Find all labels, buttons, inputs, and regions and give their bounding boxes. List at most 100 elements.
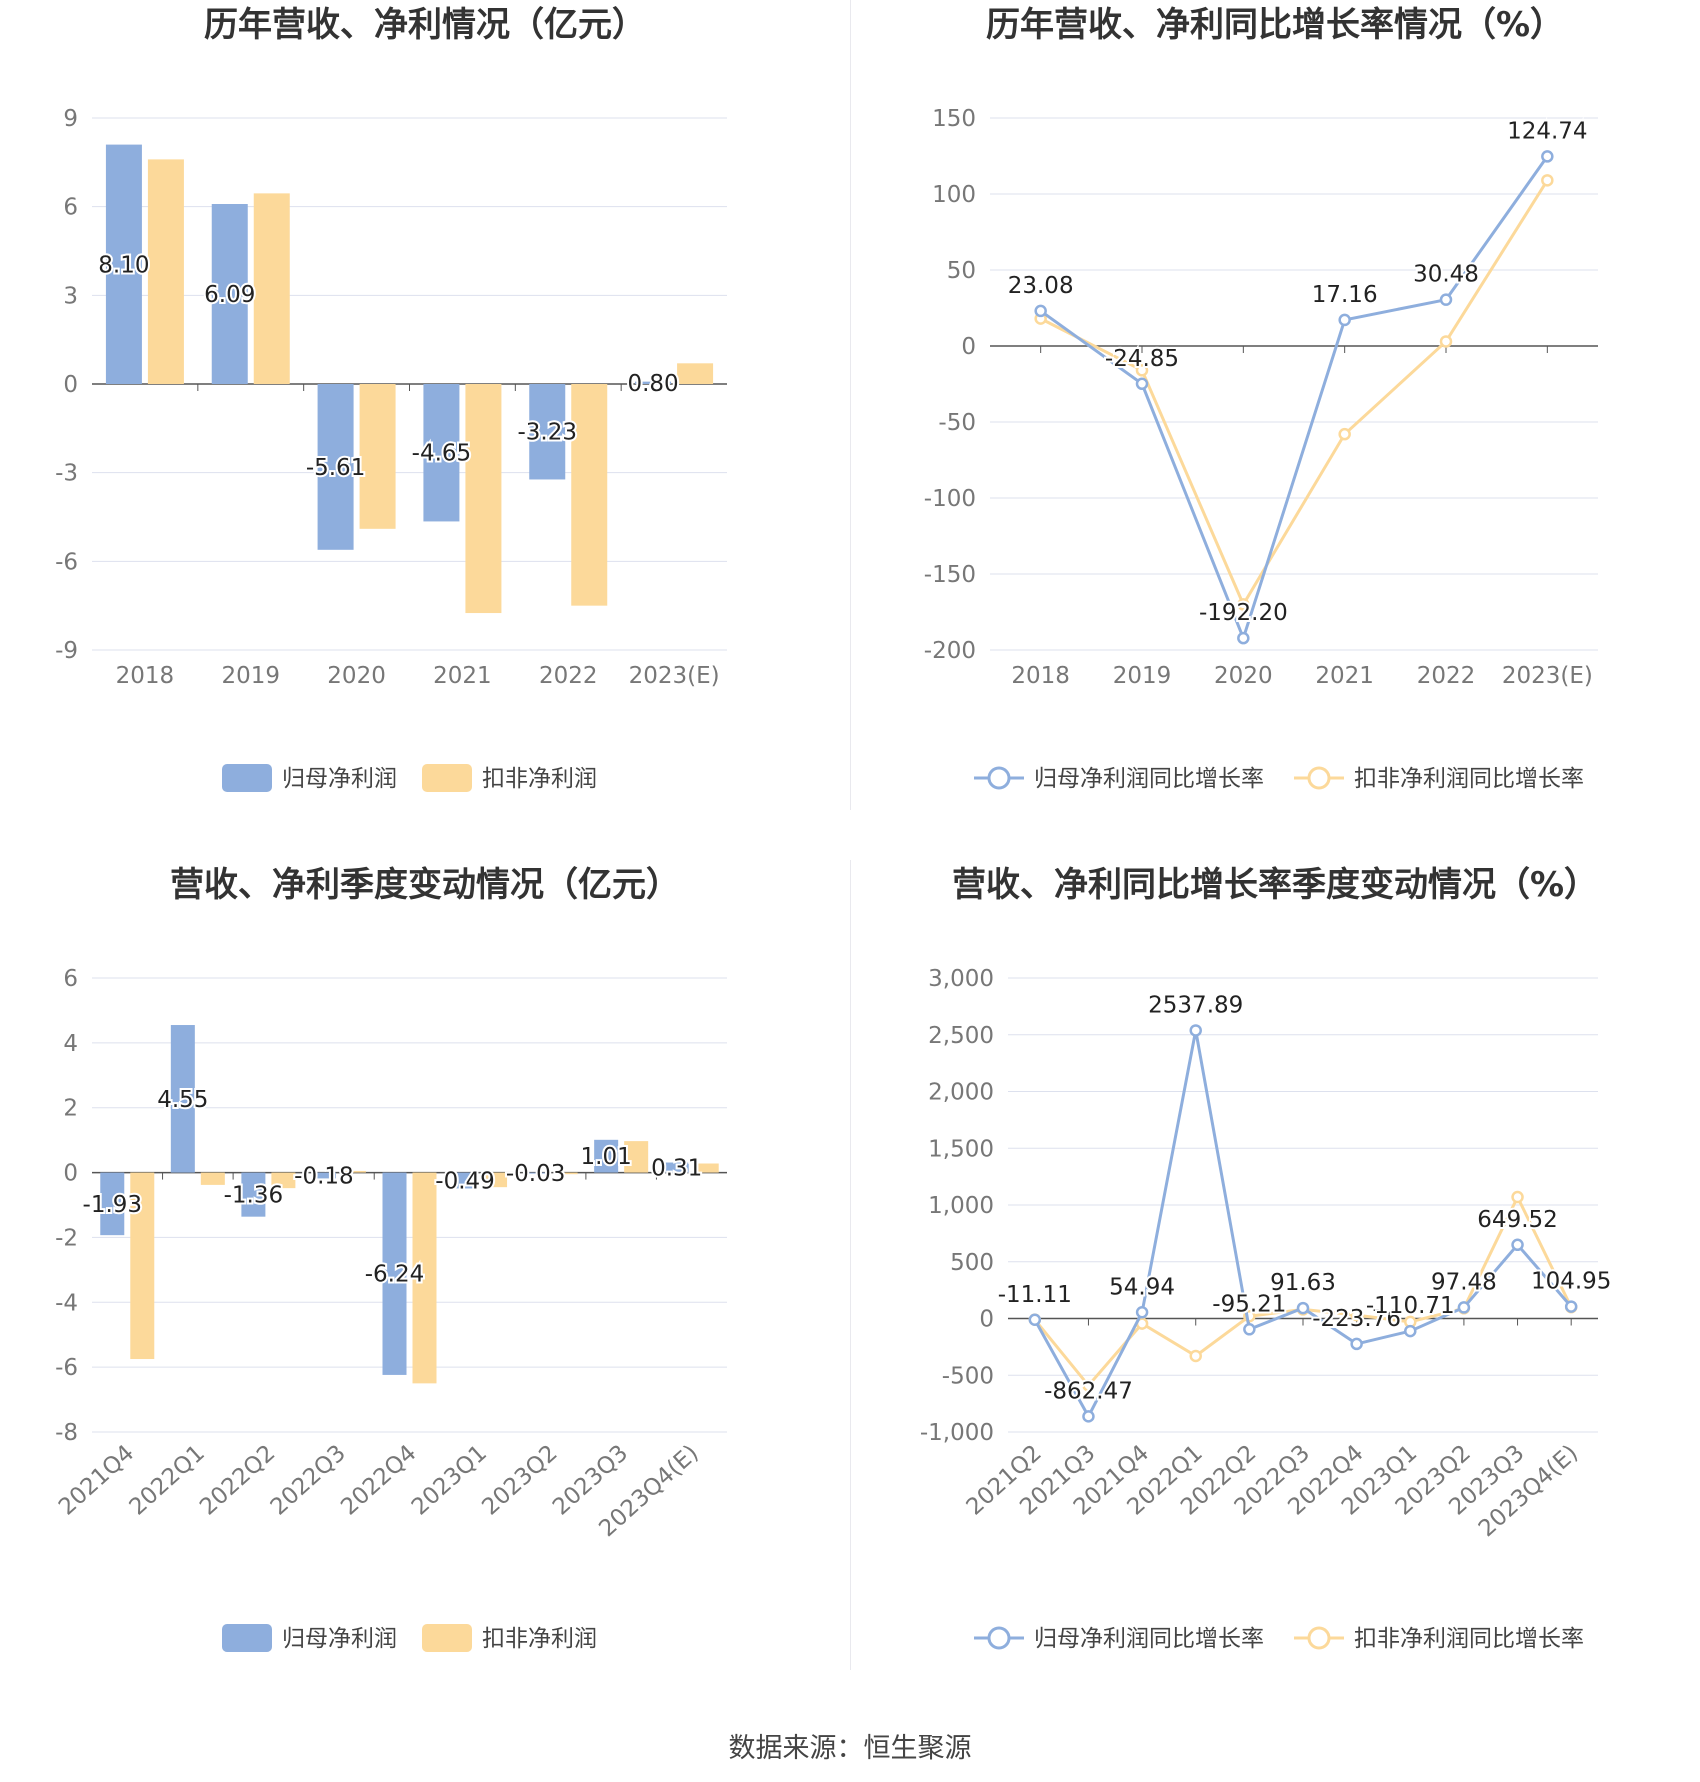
bar-net-profit [311, 1172, 336, 1179]
bar-deducted-profit [571, 384, 608, 606]
point-deducted-profit-growth [1237, 598, 1250, 611]
data-label: 124.74 [1507, 118, 1587, 144]
y-tick-label: -1,000 [920, 1420, 994, 1446]
data-label: -1.36 [224, 1183, 284, 1209]
y-tick-label: 50 [947, 258, 976, 284]
y-tick-label: 3,000 [928, 966, 994, 992]
bar-net-profit [423, 384, 460, 522]
legend-label: 扣非净利润 [482, 766, 597, 792]
y-tick-label: -150 [924, 562, 976, 588]
bar-net-profit [664, 1162, 689, 1173]
data-label: 2537.89 [1148, 992, 1243, 1018]
data-label: -862.47 [1044, 1378, 1133, 1404]
data-label: 8.10 [98, 252, 149, 278]
data-label: 4.55 [157, 1087, 208, 1113]
point-deducted-profit-growth [1541, 174, 1554, 187]
x-tick-label: 2022Q3 [266, 1440, 351, 1520]
quarterly-growth-chart: 营收、净利同比增长率季度变动情况（%） 3,000 2,500 2,000 1,500 1… [850, 860, 1700, 1720]
legend-swatch-deducted-profit [422, 764, 472, 792]
data-label: -95.21 [1212, 1291, 1286, 1317]
point-net-profit-growth [1541, 150, 1554, 163]
x-tick-label: 2020 [327, 663, 386, 689]
x-tick-label: 2021Q4 [54, 1440, 139, 1520]
bar-net-profit [317, 384, 354, 550]
bar-deducted-profit [465, 384, 502, 614]
data-source-note: 数据来源：恒生聚源 [728, 1733, 972, 1764]
y-tick-label: 2,500 [928, 1023, 994, 1049]
line-deducted-profit-growth [1039, 179, 1549, 608]
data-label: -5.61 [306, 455, 366, 481]
data-label: -24.85 [1105, 346, 1179, 372]
legend-marker-deducted-profit-growth [1307, 766, 1331, 790]
y-tick-label: 150 [932, 106, 976, 132]
y-tick-label: 0 [63, 372, 78, 398]
y-tick-label: 2,000 [928, 1080, 994, 1106]
legend-label: 扣非净利润 [482, 1626, 597, 1652]
legend-swatch-net-profit [222, 1624, 272, 1652]
data-label: 91.63 [1270, 1270, 1336, 1296]
chart-title: 历年营收、净利情况（亿元） [204, 5, 646, 45]
data-label: -4.65 [412, 441, 472, 467]
y-tick-label: -8 [55, 1420, 78, 1446]
point-net-profit-growth [1237, 631, 1250, 645]
chart-title: 营收、净利同比增长率季度变动情况（%） [952, 865, 1598, 905]
vertical-divider-bottom [850, 860, 851, 1670]
y-tick-label: -2 [55, 1225, 78, 1251]
point-net-profit-growth [1296, 1301, 1310, 1315]
data-label: 97.48 [1431, 1269, 1497, 1295]
point-deducted-profit-growth [1135, 364, 1149, 377]
point-deducted-profit-growth [1082, 1379, 1095, 1392]
point-net-profit-growth [1135, 377, 1149, 391]
quarterly-profit-chart-svg: 营收、净利季度变动情况（亿元）6420-2-4-6-82021Q42022Q12… [54, 865, 727, 1652]
x-tick-label: 2018 [116, 663, 175, 689]
quarterly-profit-chart: 营收、净利季度变动情况（亿元） 6 4 2 0 -2 -4 -6 -8 2021Q4 2022Q1 2… [0, 860, 850, 1720]
data-label: 0.31 [651, 1156, 702, 1182]
point-net-profit-growth [1034, 304, 1047, 318]
bar-deducted-profit [271, 1172, 296, 1189]
point-deducted-profit-growth [1439, 335, 1453, 348]
y-tick-label: -3 [55, 461, 78, 487]
bar-deducted-profit [130, 1172, 155, 1360]
bar-net-profit [241, 1172, 266, 1217]
point-net-profit-growth [1457, 1301, 1471, 1314]
data-label: -1.93 [83, 1192, 143, 1218]
annual-profit-chart-svg: 历年营收、净利情况（亿元） 9 6 3 0 -3 -6 -9 2018 2019 2020 2021 2… [55, 5, 727, 792]
bar-net-profit [211, 204, 248, 384]
x-tick-label: 2023(E) [1502, 663, 1593, 689]
y-tick-label: 0 [961, 334, 976, 360]
data-label: 6.09 [204, 282, 255, 308]
y-tick-label: -9 [55, 638, 78, 664]
y-tick-label: -4 [55, 1290, 78, 1316]
x-tick-label: 2022 [539, 663, 598, 689]
y-tick-label: 3 [63, 283, 78, 309]
data-label: -0.03 [506, 1161, 566, 1187]
data-label: -11.11 [998, 1282, 1072, 1308]
data-label: -6.24 [365, 1262, 425, 1288]
point-net-profit-growth [1135, 1306, 1149, 1319]
bar-net-profit [105, 144, 142, 384]
bar-deducted-profit [200, 1172, 225, 1185]
y-tick-label: -6 [55, 1355, 78, 1381]
annual-growth-chart: 历年营收、净利同比增长率情况（%） 150 100 50 0 -50 -100 -150 -20… [850, 0, 1700, 860]
y-tick-label: -200 [924, 638, 976, 664]
data-label: 54.94 [1109, 1274, 1175, 1300]
x-tick-label: 2019 [221, 663, 280, 689]
bar-net-profit [453, 1172, 478, 1189]
bar-deducted-profit [412, 1172, 437, 1384]
bar-deducted-profit [694, 1163, 719, 1173]
x-tick-label: 2022Q1 [125, 1440, 210, 1520]
x-tick-label: 2018 [1011, 663, 1070, 689]
bar-net-profit [170, 1025, 195, 1173]
data-label: 23.08 [1008, 273, 1074, 299]
annual-growth-chart-svg: 历年营收、净利同比增长率情况（%） 150 100 50 0 -50 -100 -150 -20… [924, 5, 1598, 792]
legend-label: 归母净利润同比增长率 [1034, 766, 1264, 792]
bar-deducted-profit [677, 363, 714, 384]
data-label: 649.52 [1477, 1207, 1557, 1233]
data-label: -3.23 [517, 420, 577, 446]
point-deducted-profit-growth [1189, 1349, 1202, 1363]
y-tick-label: 6 [63, 966, 78, 992]
legend-label: 归母净利润 [282, 766, 397, 792]
bar-net-profit [100, 1172, 125, 1236]
data-label: -0.18 [294, 1163, 354, 1189]
legend-marker-net-profit-growth [987, 766, 1011, 790]
